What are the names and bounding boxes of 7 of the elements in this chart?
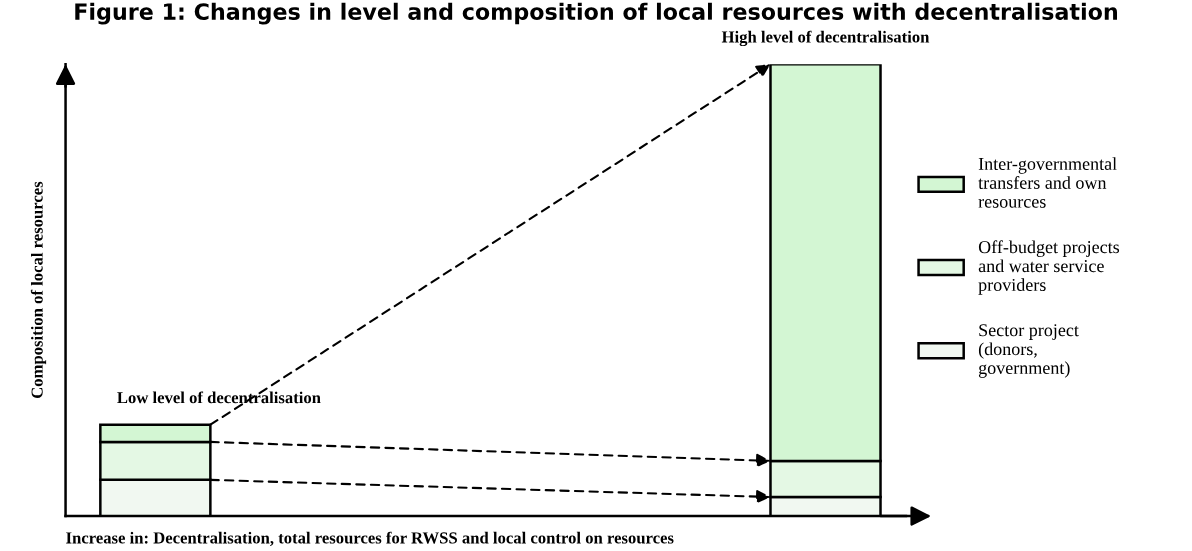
legend-label: Inter-governmental transfers and own resources bbox=[978, 157, 1117, 208]
chart-title: Figure 1: Changes in level and composition of local resources with decentralisation bbox=[75, 2, 1118, 25]
y-axis-title: Composition of local resources bbox=[30, 181, 47, 399]
legend-label: Sector project (donors, government) bbox=[978, 324, 1079, 378]
legend-label: Off-budget projects and water service providers bbox=[978, 240, 1120, 295]
x-tick-label: High level of decentralisation bbox=[721, 30, 930, 47]
x-axis-title: Increase in: Decentralisation, total resources for RWSS and local control on resources bbox=[66, 531, 674, 546]
